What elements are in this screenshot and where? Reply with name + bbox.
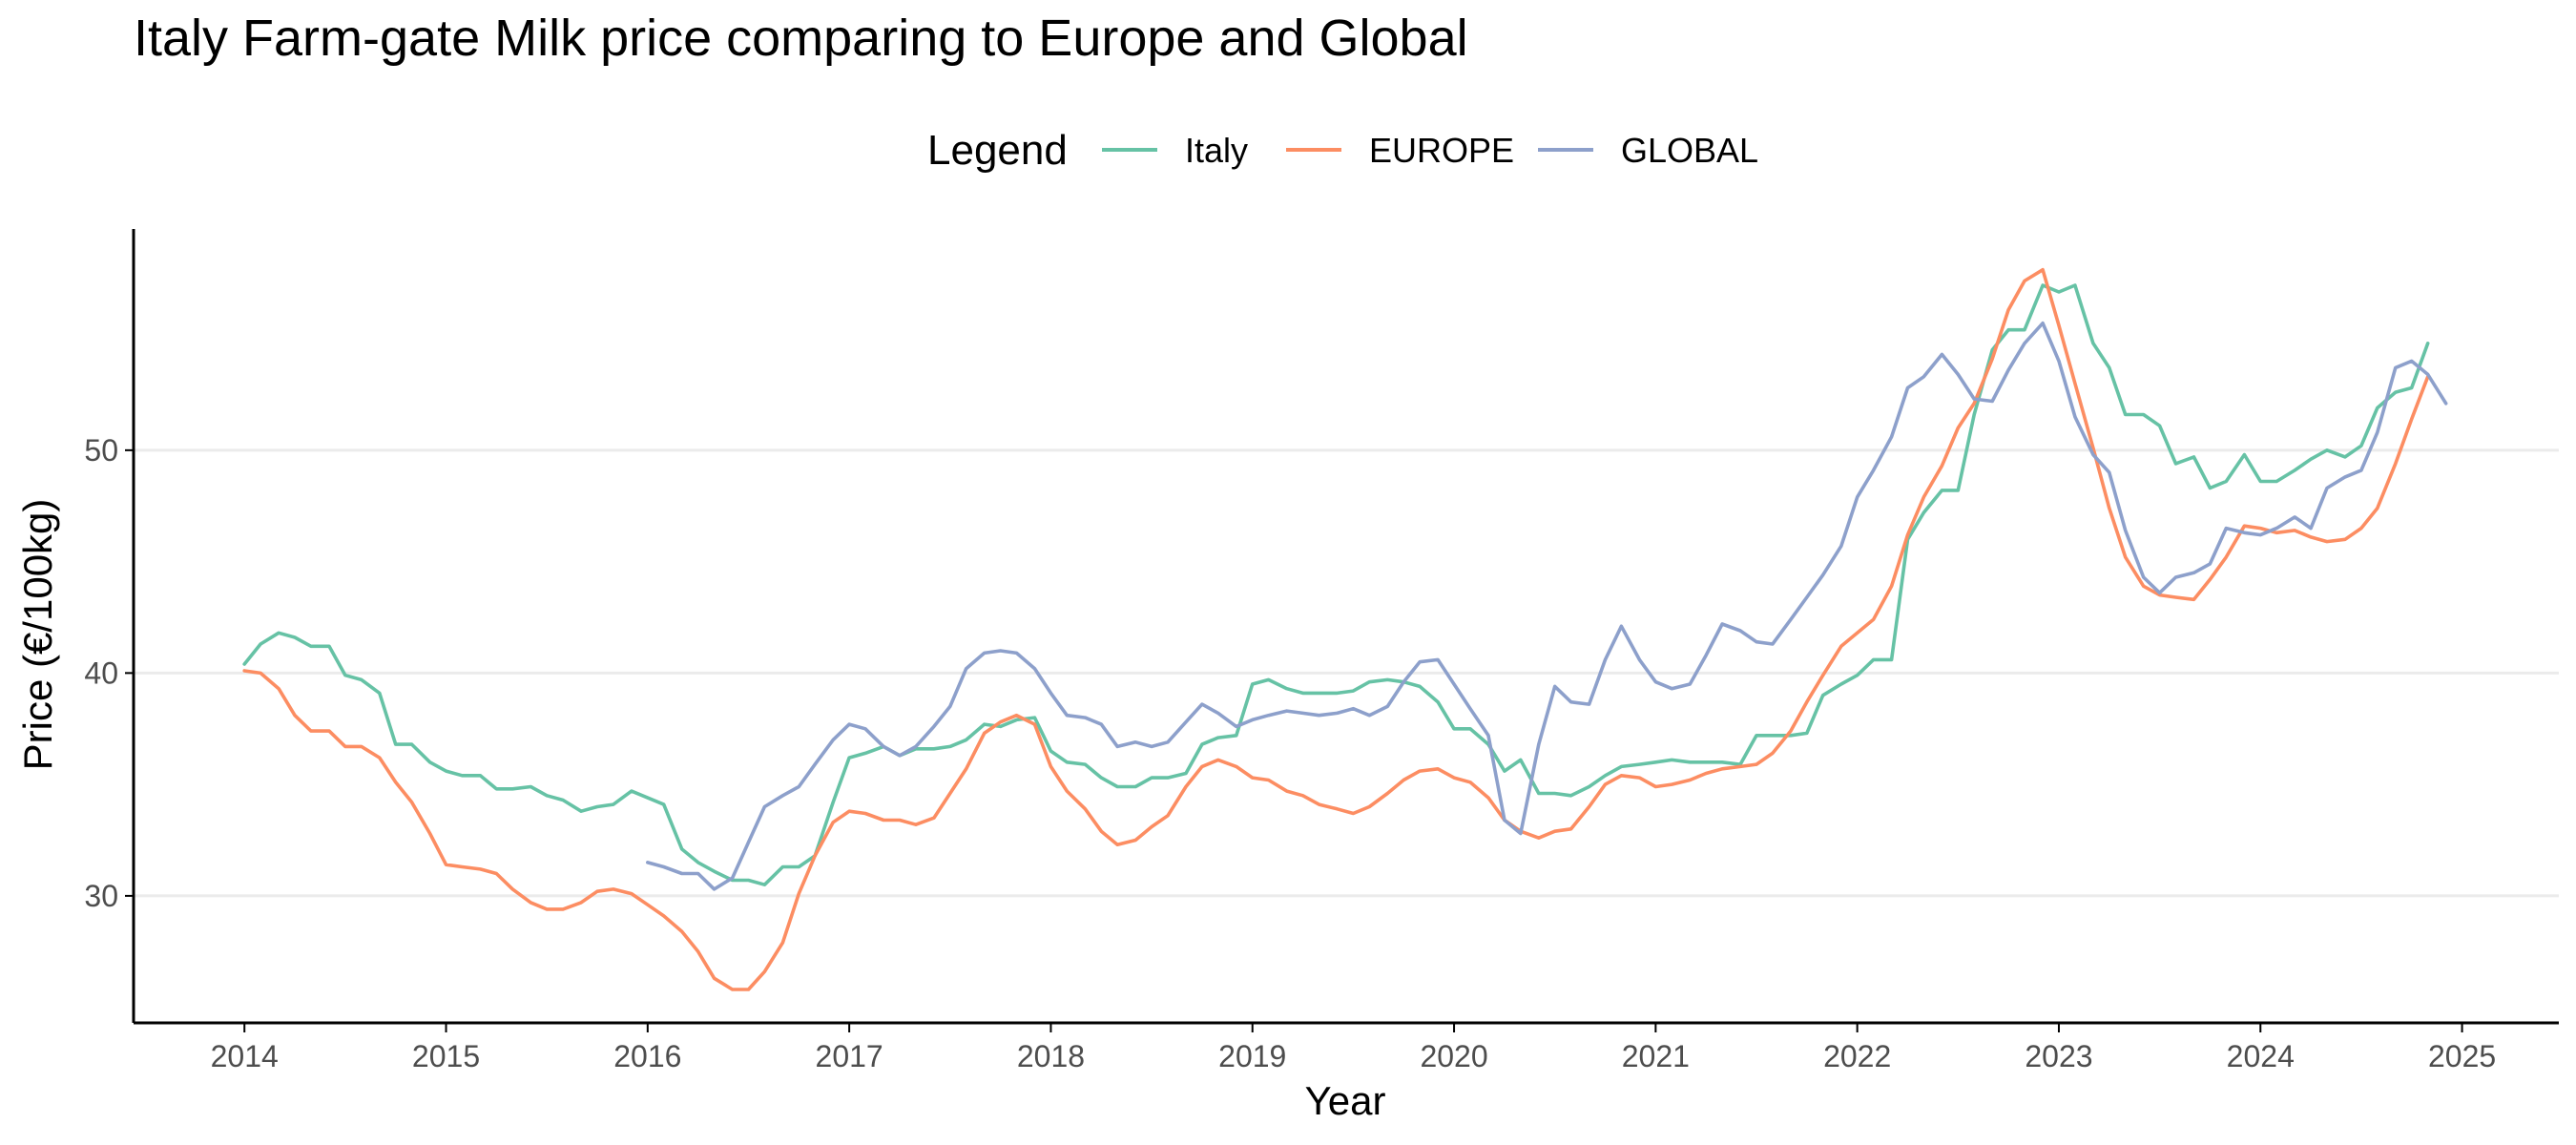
x-tick-label: 2016	[613, 1039, 681, 1073]
x-tick-label: 2015	[412, 1039, 480, 1073]
x-tick-label: 2023	[2025, 1039, 2092, 1073]
series-lines	[242, 267, 2448, 991]
y-axis-label: Price (€/100kg)	[15, 499, 60, 771]
legend-title: Legend	[927, 127, 1068, 174]
x-tick-label: 2025	[2428, 1039, 2496, 1073]
x-tick-label: 2018	[1017, 1039, 1085, 1073]
x-axis-label: Year	[1305, 1078, 1386, 1123]
legend-label-italy: Italy	[1185, 131, 1248, 170]
series-line-global	[645, 321, 2448, 891]
x-tick-label: 2019	[1218, 1039, 1286, 1073]
grid	[134, 448, 2559, 898]
axes: 30 40 50 2014 2015 2016 2017 2018 2019 2020 2021 20…	[84, 229, 2559, 1073]
series-line-europe	[242, 267, 2430, 991]
legend-label-europe: EUROPE	[1369, 131, 1514, 170]
x-tick-label: 2020	[1420, 1039, 1487, 1073]
chart-title: Italy Farm-gate Milk price comparing to …	[134, 10, 1468, 67]
series-line-italy	[242, 283, 2430, 887]
y-tick-label: 40	[84, 656, 118, 690]
y-tick-label: 50	[84, 433, 118, 468]
legend-label-global: GLOBAL	[1621, 131, 1758, 170]
y-tick-label: 30	[84, 879, 118, 913]
x-tick-label: 2017	[816, 1039, 883, 1073]
x-tick-label: 2014	[211, 1039, 279, 1073]
x-tick-label: 2021	[1622, 1039, 1690, 1073]
legend: Legend Italy EUROPE GLOBAL	[927, 127, 1758, 174]
x-tick-label: 2024	[2227, 1039, 2295, 1073]
x-tick-label: 2022	[1823, 1039, 1891, 1073]
